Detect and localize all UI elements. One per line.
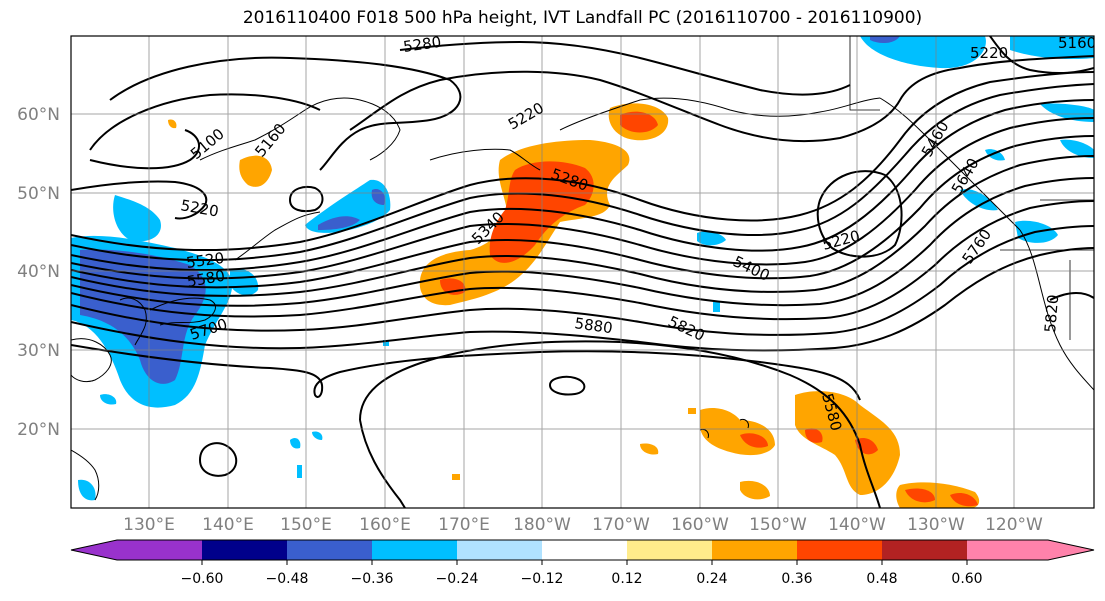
longitude-labels: 130°E 140°E 150°E 160°E 170°E 180°W 170°…: [123, 515, 1043, 535]
contour-label: 5820: [1041, 294, 1062, 334]
lon-label: 160°W: [671, 515, 729, 535]
colorbar-tick-label: −0.24: [436, 571, 479, 587]
contour-label: 5520: [185, 249, 225, 272]
height-contours: [71, 36, 1094, 508]
lon-label: 150°E: [280, 515, 332, 535]
colorbar: −0.60 −0.48 −0.36 −0.24 −0.12 0.12 0.24 …: [70, 539, 1095, 587]
colorbar-segment: [71, 540, 117, 560]
colorbar-tick-label: 0.48: [866, 571, 897, 587]
lat-label: 20°N: [17, 420, 60, 440]
colorbar-tick-label: 0.24: [696, 571, 727, 587]
colorbar-segment: [712, 540, 797, 560]
borders: [849, 36, 1094, 340]
lon-label: 150°W: [749, 515, 807, 535]
colorbar-segment: [542, 540, 627, 560]
lon-label: 170°E: [438, 515, 490, 535]
colorbar-segment: [117, 540, 202, 560]
colorbar-tick-label: 0.12: [611, 571, 642, 587]
colorbar-tick-label: 0.36: [781, 571, 812, 587]
colorbar-segment: [627, 540, 712, 560]
lon-label: 130°E: [123, 515, 175, 535]
lon-label: 180°W: [513, 515, 571, 535]
colorbar-segment: [202, 540, 287, 560]
colorbar-tick-label: −0.48: [266, 571, 309, 587]
map-panel: 5280 5220 5160 5100 5220 5520 5580 5700 …: [70, 33, 1096, 509]
figure-title: 2016110400 F018 500 hPa height, IVT Land…: [242, 8, 923, 28]
colorbar-segment: [882, 540, 967, 560]
lat-label: 40°N: [17, 262, 60, 282]
lat-label: 50°N: [17, 184, 60, 204]
coastlines: [71, 97, 1094, 501]
lon-label: 170°W: [592, 515, 650, 535]
lon-label: 140°E: [202, 515, 254, 535]
colorbar-segment: [797, 540, 882, 560]
lon-label: 140°W: [828, 515, 886, 535]
colorbar-tick-label: −0.12: [521, 571, 564, 587]
lat-label: 60°N: [17, 105, 60, 125]
contour-label: 5880: [573, 314, 613, 337]
colorbar-segment: [967, 540, 1048, 560]
colorbar-ticks: [201, 560, 968, 565]
lon-label: 160°E: [359, 515, 411, 535]
colorbar-segment: [457, 540, 542, 560]
positive-ivt-region-hawaii: [452, 391, 980, 508]
colorbar-tick-label: 0.60: [951, 571, 982, 587]
colorbar-segment: [1048, 540, 1094, 560]
colorbar-segment: [372, 540, 457, 560]
lon-label: 130°W: [907, 515, 965, 535]
lat-label: 30°N: [17, 341, 60, 361]
gridlines: [71, 36, 1094, 508]
contour-label: 5160: [1058, 34, 1096, 52]
latitude-labels: 60°N 50°N 40°N 30°N 20°N: [17, 105, 60, 440]
colorbar-segment: [287, 540, 372, 560]
lon-label: 120°W: [985, 515, 1043, 535]
contour-label: 5280: [402, 33, 442, 56]
contour-label: 5220: [970, 44, 1008, 62]
colorbar-tick-label: −0.60: [181, 571, 224, 587]
colorbar-tick-label: −0.36: [351, 571, 394, 587]
